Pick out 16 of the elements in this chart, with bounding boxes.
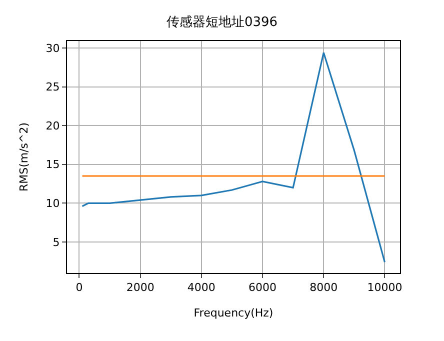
line-series xyxy=(81,52,386,263)
x-tick-label: 4000 xyxy=(187,281,216,294)
x-axis-title: Frequency(Hz) xyxy=(194,306,274,320)
y-tick-label: 15 xyxy=(46,158,60,172)
y-tick-label: 30 xyxy=(46,42,60,55)
x-tick-label: 0 xyxy=(76,281,83,294)
y-tick-label: 5 xyxy=(52,236,60,249)
y-tick-label: 20 xyxy=(46,119,60,132)
chart-title: 传感器短地址0396 xyxy=(166,15,278,30)
y-tick-label: 25 xyxy=(46,80,60,94)
y-axis-title: RMS(m/s^2) xyxy=(17,122,30,192)
x-tick-label: 6000 xyxy=(248,281,277,294)
x-tick-label: 8000 xyxy=(310,281,338,294)
x-tick-label: 2000 xyxy=(126,281,154,294)
x-tick-label: 10000 xyxy=(367,281,402,294)
y-tick-label: 10 xyxy=(46,197,60,210)
